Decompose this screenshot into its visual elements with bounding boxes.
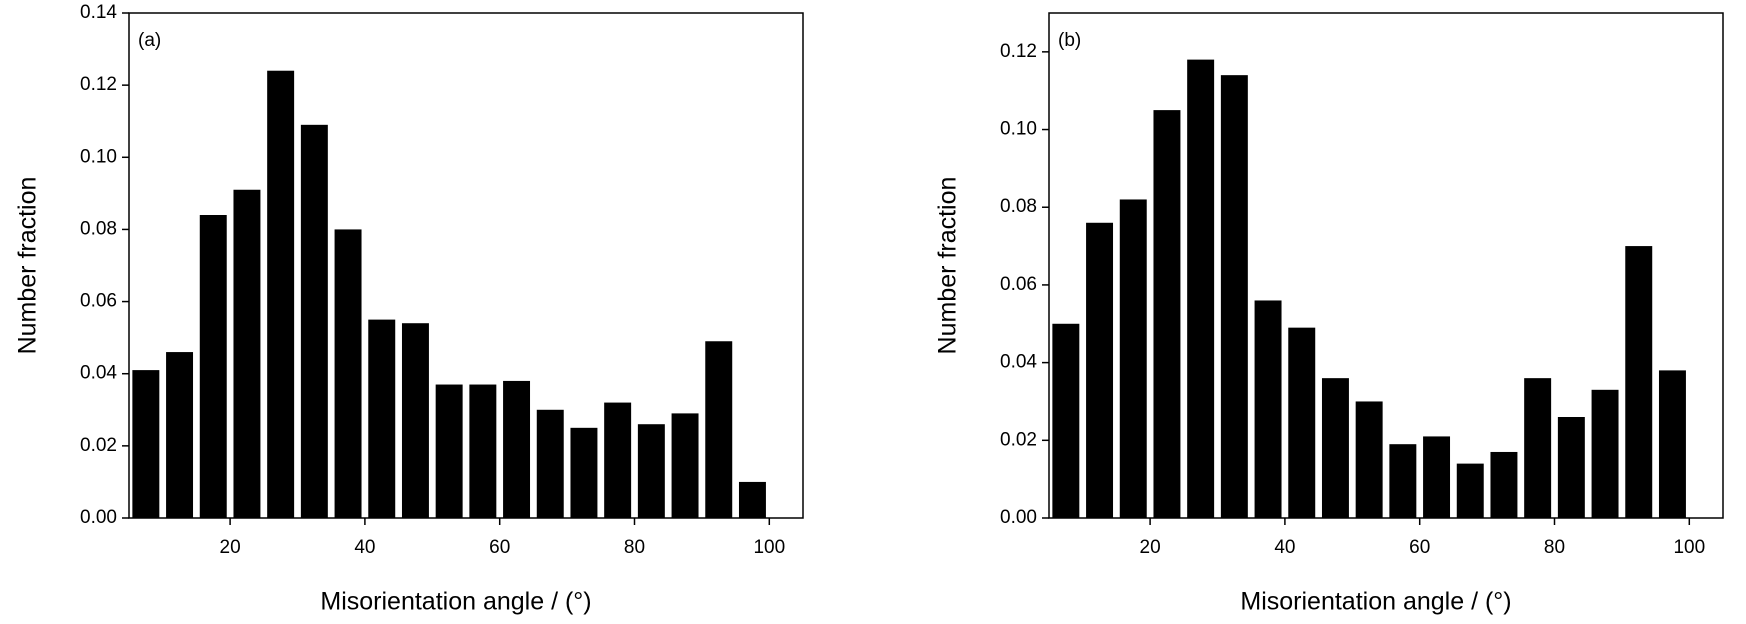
y-tick-label: 0.08	[1000, 196, 1037, 217]
bar	[1288, 327, 1316, 518]
y-tick-label: 0.06	[80, 291, 117, 312]
y-tick-label: 0.06	[1000, 274, 1037, 295]
x-tick-label: 40	[354, 537, 375, 558]
bar	[1557, 417, 1585, 518]
x-tick-label: 100	[1673, 537, 1705, 558]
x-tick-label: 100	[753, 537, 785, 558]
y-tick-label: 0.10	[80, 146, 117, 167]
bar	[267, 70, 295, 518]
bar	[1625, 246, 1653, 519]
plot-frame	[128, 12, 804, 519]
x-tick-label: 80	[624, 537, 645, 558]
x-axis-label: Misorientation angle / (°)	[1240, 588, 1511, 616]
bar	[1153, 110, 1181, 518]
bar	[334, 229, 362, 518]
y-tick-label: 0.02	[80, 435, 117, 456]
x-axis-label: Misorientation angle / (°)	[320, 588, 591, 616]
y-tick-label: 0.00	[1000, 507, 1037, 528]
x-tick-label: 60	[1409, 537, 1430, 558]
bar	[1456, 463, 1484, 518]
x-tick-label: 80	[1544, 537, 1565, 558]
bar	[1321, 378, 1349, 518]
y-tick-label: 0.12	[80, 74, 117, 95]
x-tick-label: 20	[1140, 537, 1161, 558]
x-tick-label: 60	[489, 537, 510, 558]
y-axis-label: Number fraction	[14, 177, 42, 355]
y-tick-label: 0.02	[1000, 429, 1037, 450]
plot-frame	[1048, 12, 1724, 519]
bar	[1423, 436, 1451, 518]
bar	[1389, 444, 1417, 518]
bar	[570, 427, 598, 518]
bar	[233, 189, 261, 518]
bar	[368, 319, 396, 518]
bar	[166, 352, 194, 518]
bar	[199, 215, 227, 518]
bar	[401, 323, 429, 518]
bar	[300, 124, 328, 519]
bar	[1355, 401, 1383, 518]
bar	[435, 384, 463, 518]
bar	[1119, 199, 1147, 518]
bar	[604, 402, 632, 518]
bar	[1591, 389, 1619, 518]
x-tick-label: 40	[1274, 537, 1295, 558]
y-tick-label: 0.10	[1000, 119, 1037, 140]
bar	[637, 424, 665, 518]
bar	[469, 384, 497, 518]
y-tick-label: 0.08	[80, 218, 117, 239]
bar	[1052, 323, 1080, 518]
panel-label: (a)	[138, 30, 161, 51]
bar	[1187, 59, 1215, 518]
bar	[536, 409, 564, 518]
bar	[503, 380, 531, 518]
y-tick-label: 0.00	[80, 507, 117, 528]
y-tick-label: 0.14	[80, 2, 117, 23]
panel-label: (b)	[1058, 30, 1081, 51]
bar	[738, 481, 766, 518]
bar	[671, 413, 699, 518]
bar	[1490, 451, 1518, 518]
y-tick-label: 0.04	[80, 363, 117, 384]
bar	[1524, 378, 1552, 518]
bar	[1658, 370, 1686, 518]
bar	[1254, 300, 1282, 518]
y-tick-label: 0.12	[1000, 41, 1037, 62]
bar	[1086, 222, 1114, 518]
bar	[1220, 75, 1248, 519]
bar	[705, 341, 733, 518]
y-axis-label: Number fraction	[934, 177, 962, 355]
x-tick-label: 20	[220, 537, 241, 558]
bar	[132, 370, 160, 518]
y-tick-label: 0.04	[1000, 352, 1037, 373]
